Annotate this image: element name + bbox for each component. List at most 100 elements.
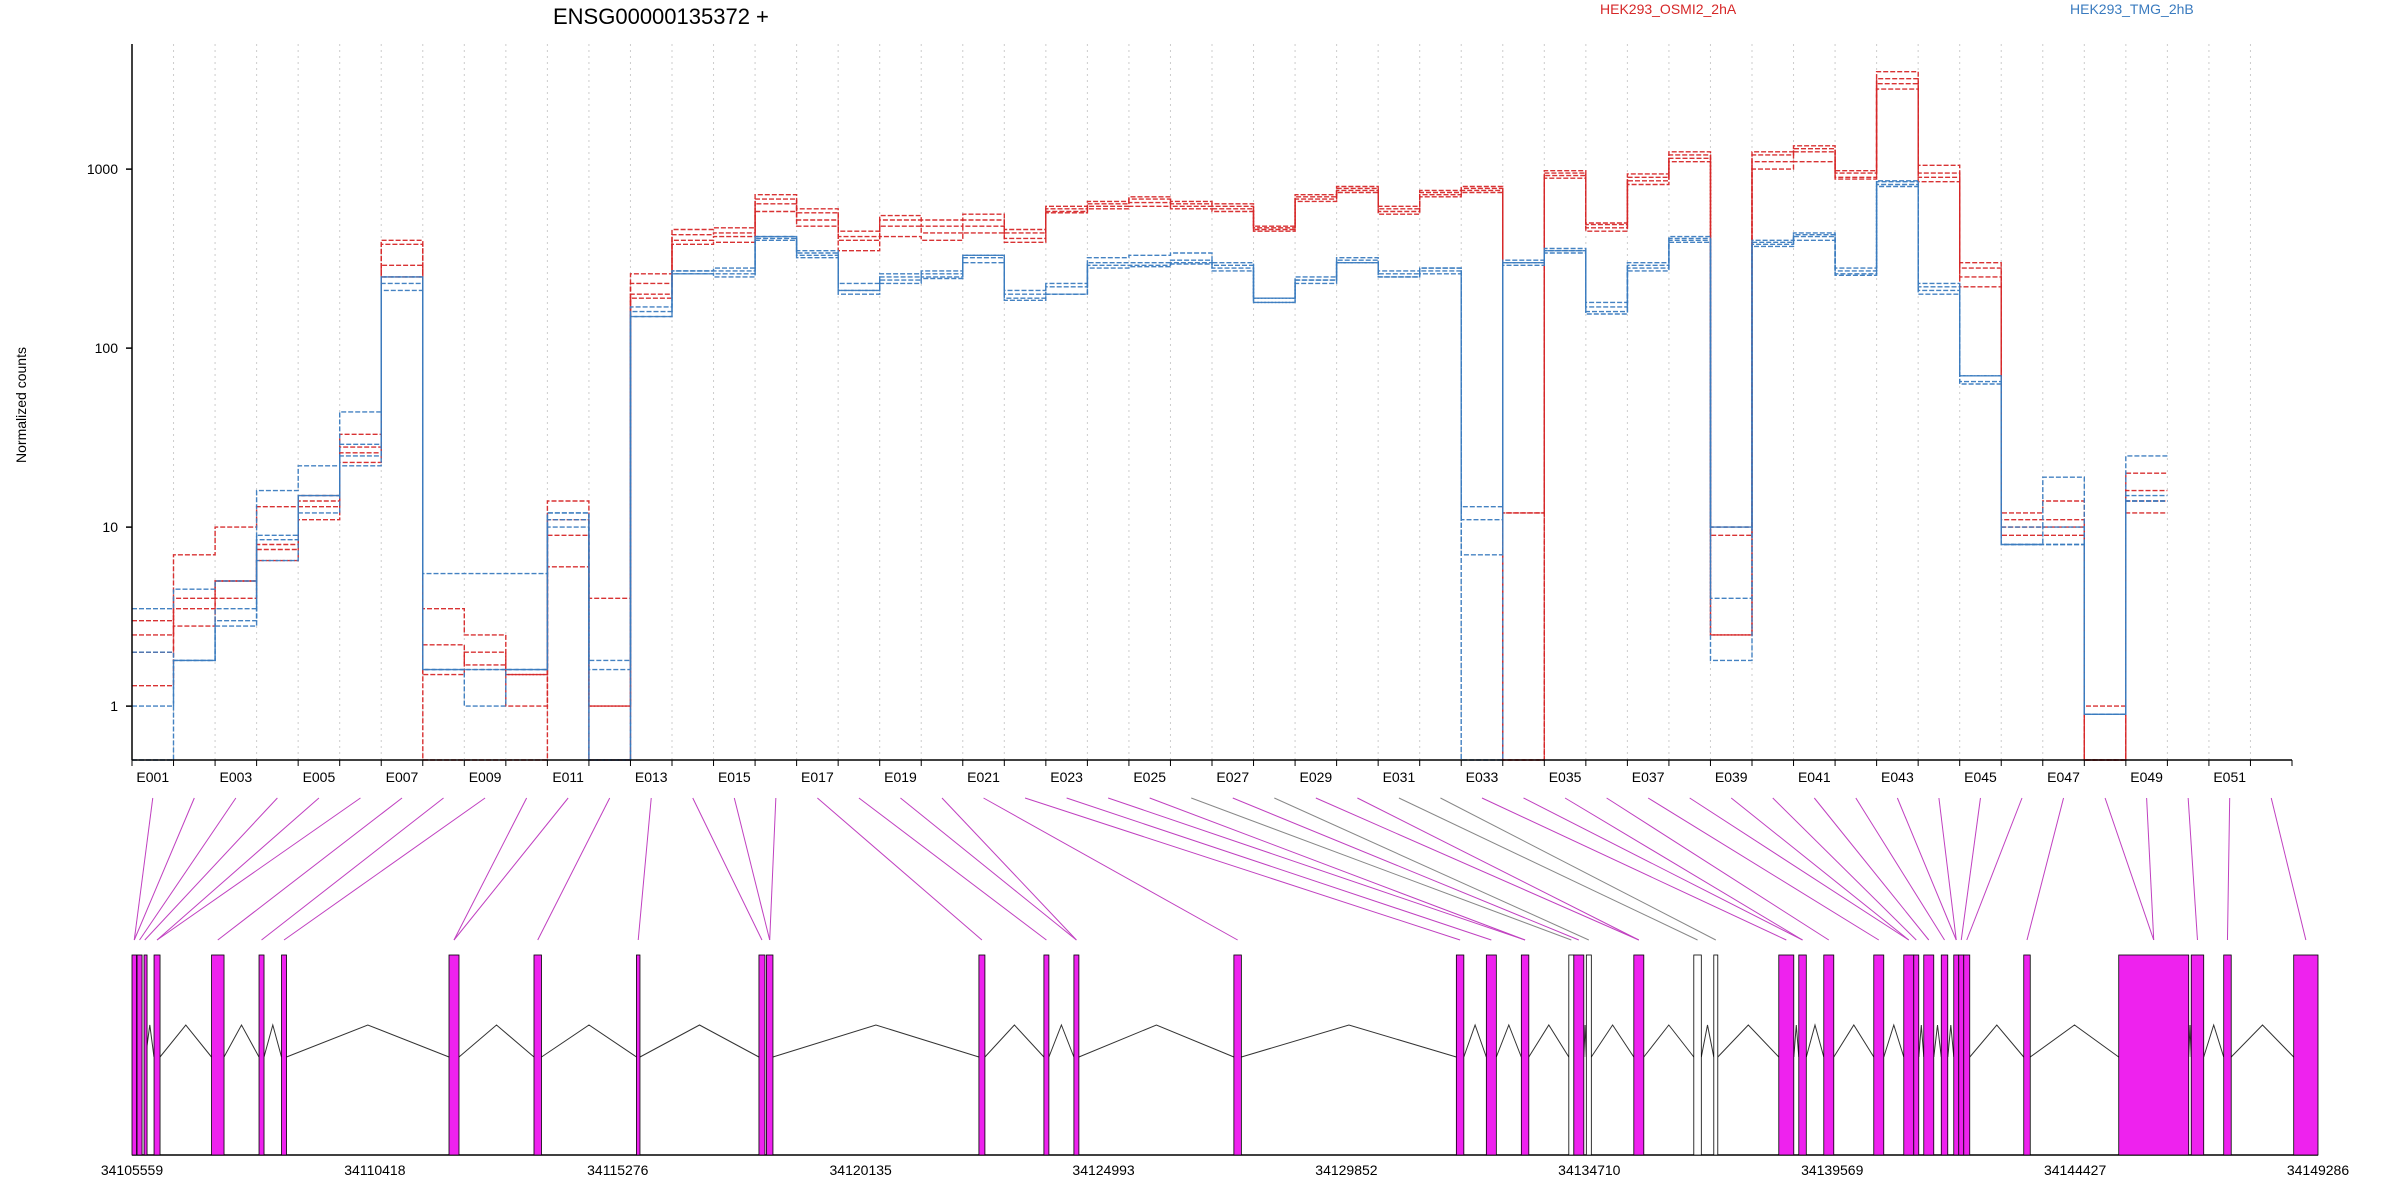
exon-block: [258, 954, 265, 1156]
gene-coordinate-label: 34134710: [1558, 1162, 1621, 1178]
gene-track: [131, 954, 2319, 1156]
gene-coordinate-label: 34139569: [1801, 1162, 1864, 1178]
exon-block: [1798, 954, 1807, 1156]
exon-block: [2118, 954, 2190, 1156]
exon-labels: E001 E003 E005 E007 E009 E011 E013 E015 E017 E019…: [131, 760, 2293, 785]
exon-block: [1903, 954, 1915, 1156]
exon-connector: [817, 797, 983, 941]
exon-label: E001: [136, 769, 169, 785]
exon-connector: [261, 797, 444, 941]
legend-label-red: HEK293_OSMI2_2hA: [1600, 1, 1737, 17]
gene-coordinate-label: 34110418: [344, 1162, 405, 1178]
exon-connector: [1315, 797, 1640, 941]
exon-label: E037: [1632, 769, 1665, 785]
series-line-blue: [132, 181, 2168, 715]
exon-connector: [2104, 797, 2155, 941]
gene-coordinate-labels: 34105559 34110418 34115276 34120135 34124993…: [101, 1162, 2350, 1178]
expression-series: [132, 71, 2168, 761]
y-tick-label: 100: [95, 340, 119, 356]
exon-label: E009: [469, 769, 502, 785]
exon-label: E005: [303, 769, 336, 785]
exon-label: E015: [718, 769, 751, 785]
exon-label: E025: [1133, 769, 1166, 785]
exon-connector: [900, 797, 1077, 941]
exon-block: [533, 954, 542, 1156]
exon-block: [2190, 954, 2205, 1156]
exon-connector: [1730, 797, 1910, 941]
y-tick-label: 10: [102, 519, 118, 535]
exon-connector: [858, 797, 1047, 941]
exon-label: E013: [635, 769, 668, 785]
exon-connector: [1398, 797, 1698, 941]
exon-block: [1823, 954, 1835, 1156]
chart-title: ENSG00000135372 +: [553, 4, 769, 29]
exon-connector: [2146, 797, 2155, 941]
exon-block: [1953, 954, 1960, 1156]
exon-connector: [1107, 797, 1526, 941]
exon-label: E043: [1881, 769, 1914, 785]
exon-connector: [1191, 797, 1572, 941]
exon-connector: [133, 797, 154, 941]
exon-block: [978, 954, 986, 1156]
exon-connectors: [133, 797, 2307, 941]
exon-connector: [139, 797, 237, 941]
exon-connector: [2026, 797, 2065, 941]
exon-block: [1485, 954, 1497, 1156]
exon-connector: [1024, 797, 1461, 941]
exon-connector: [1960, 797, 1981, 941]
exon-label: E033: [1466, 769, 1499, 785]
exon-connector: [983, 797, 1238, 941]
gene-coordinate-label: 34129852: [1315, 1162, 1378, 1178]
exon-connector: [1564, 797, 1803, 941]
y-ticks: 1 10 100 1000: [87, 161, 132, 714]
exon-label: E039: [1715, 769, 1748, 785]
exon-connector: [453, 797, 528, 941]
exon-label: E041: [1798, 769, 1831, 785]
exon-block: [2223, 954, 2232, 1156]
series-line-blue: [132, 180, 2168, 715]
exon-connector: [941, 797, 1077, 941]
exon-block: [758, 954, 766, 1156]
exon-block: [1923, 954, 1935, 1156]
exon-block: [136, 954, 143, 1156]
exon-connector: [1647, 797, 1880, 941]
exon-connector: [1440, 797, 1717, 941]
series-line-blue: [132, 185, 2168, 761]
exon-block-grey: [1693, 954, 1702, 1156]
exon-connector: [1772, 797, 1917, 941]
exon-label: E017: [801, 769, 834, 785]
exon-block: [1778, 954, 1795, 1156]
exon-block: [143, 954, 148, 1156]
exon-connector: [1149, 797, 1526, 941]
exon-label: E003: [219, 769, 252, 785]
series-line-red: [132, 88, 2168, 761]
exon-connector: [1938, 797, 1957, 941]
gene-coordinate-label: 34115276: [587, 1162, 648, 1178]
exon-connector: [692, 797, 763, 941]
exon-label: E035: [1549, 769, 1582, 785]
exon-block: [1913, 954, 1920, 1156]
exon-label: E023: [1050, 769, 1083, 785]
exon-block: [1873, 954, 1885, 1156]
exon-label: E029: [1299, 769, 1332, 785]
exon-connector: [769, 797, 777, 941]
exon-block: [448, 954, 460, 1156]
exon-block: [1940, 954, 1949, 1156]
gene-coordinate-label: 34105559: [101, 1162, 164, 1178]
exon-block-grey: [1713, 954, 1719, 1156]
exon-block: [1573, 954, 1585, 1156]
exon-label: E047: [2047, 769, 2080, 785]
exon-block: [131, 954, 137, 1156]
exon-connector: [1232, 797, 1580, 941]
exon-block: [1958, 954, 1965, 1156]
exon-connector: [1896, 797, 1957, 941]
exon-label: E007: [386, 769, 419, 785]
exon-block: [1520, 954, 1530, 1156]
exon-connector: [133, 797, 195, 941]
exon-connector: [537, 797, 611, 941]
exon-block: [1455, 954, 1465, 1156]
exon-connector: [156, 797, 320, 941]
exon-connector: [1813, 797, 1930, 941]
exon-label: E045: [1964, 769, 1997, 785]
